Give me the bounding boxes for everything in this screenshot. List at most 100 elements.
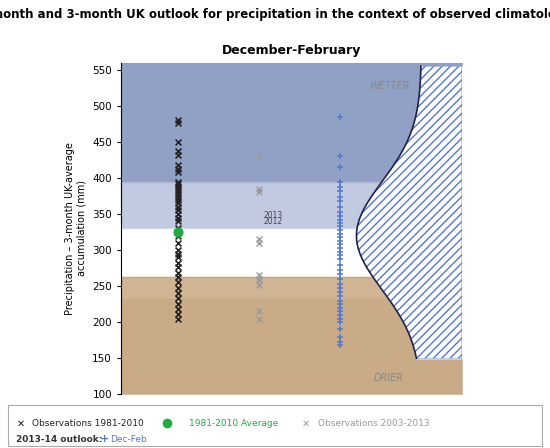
- Point: [336, 219, 345, 226]
- Point: [255, 153, 263, 160]
- Point: [173, 193, 182, 200]
- Point: [173, 169, 182, 176]
- Point: [173, 161, 182, 168]
- Point: [173, 147, 182, 154]
- Text: Observations 2003-2013: Observations 2003-2013: [318, 419, 430, 428]
- Bar: [121, 228, 462, 277]
- Point: [336, 248, 345, 255]
- Y-axis label: Precipitation – 3-month UK-average
accumulation (mm): Precipitation – 3-month UK-average accum…: [65, 142, 87, 315]
- Point: [255, 185, 263, 193]
- Point: [336, 301, 345, 308]
- Point: [173, 239, 182, 246]
- Point: [173, 218, 182, 225]
- Point: [173, 187, 182, 194]
- Point: [173, 178, 182, 185]
- Point: [173, 183, 182, 190]
- Point: [173, 119, 182, 126]
- Point: [336, 237, 345, 244]
- Text: DRIER: DRIER: [374, 374, 404, 383]
- Point: [336, 203, 345, 211]
- Point: [336, 270, 345, 277]
- Point: [336, 338, 345, 345]
- Point: [173, 180, 182, 187]
- Point: [173, 232, 182, 239]
- Point: [173, 250, 182, 257]
- Point: [173, 211, 182, 218]
- Point: [336, 319, 345, 326]
- Point: [173, 151, 182, 159]
- Point: [336, 308, 345, 315]
- Point: [173, 259, 182, 267]
- Point: [336, 164, 345, 171]
- Point: [173, 270, 182, 277]
- Text: 1-month and 3-month UK outlook for precipitation in the context of observed clim: 1-month and 3-month UK outlook for preci…: [0, 8, 550, 21]
- Point: [336, 297, 345, 304]
- Text: +: +: [100, 434, 109, 444]
- Point: [173, 254, 182, 261]
- Text: 2012: 2012: [263, 217, 282, 226]
- FancyBboxPatch shape: [8, 405, 542, 446]
- Point: [336, 226, 345, 233]
- Point: [336, 292, 345, 299]
- Text: 2013: 2013: [263, 211, 282, 220]
- Point: [255, 277, 263, 284]
- Point: [173, 214, 182, 221]
- Point: [173, 301, 182, 308]
- Point: [336, 311, 345, 319]
- Point: [336, 315, 345, 322]
- Point: [336, 261, 345, 268]
- Point: [173, 203, 182, 211]
- Point: [336, 208, 345, 215]
- Point: [336, 342, 345, 349]
- Point: [173, 165, 182, 172]
- Point: [336, 198, 345, 205]
- Point: [173, 306, 182, 313]
- Point: [255, 239, 263, 246]
- Point: [173, 196, 182, 203]
- Point: [173, 228, 182, 236]
- Point: [255, 281, 263, 288]
- Point: [173, 310, 182, 317]
- Point: [255, 276, 263, 283]
- Point: [336, 187, 345, 194]
- Point: [173, 225, 182, 232]
- Text: Dec-Feb: Dec-Feb: [111, 435, 147, 444]
- Point: [173, 274, 182, 281]
- Point: [336, 216, 345, 224]
- Point: [336, 244, 345, 251]
- Point: [336, 194, 345, 201]
- Point: [336, 289, 345, 296]
- Point: [336, 333, 345, 340]
- Point: [173, 190, 182, 198]
- Point: [173, 138, 182, 146]
- Point: [336, 241, 345, 248]
- Text: ✕: ✕: [302, 418, 310, 428]
- Point: [173, 315, 182, 322]
- Point: [336, 233, 345, 241]
- Point: [255, 189, 263, 196]
- Point: [255, 272, 263, 279]
- Point: [255, 236, 263, 243]
- Point: [173, 284, 182, 291]
- Point: [336, 223, 345, 230]
- Point: [336, 284, 345, 291]
- Point: [336, 252, 345, 259]
- Point: [173, 117, 182, 124]
- Title: December-February: December-February: [222, 44, 361, 57]
- Point: [336, 326, 345, 333]
- Point: [336, 304, 345, 311]
- Point: [173, 264, 182, 271]
- Bar: [121, 299, 462, 394]
- Point: [255, 315, 263, 322]
- Point: [336, 113, 345, 121]
- Point: [336, 153, 345, 160]
- Bar: [121, 277, 462, 394]
- Point: [255, 308, 263, 315]
- Point: [173, 246, 182, 254]
- Bar: [121, 181, 462, 228]
- Point: [173, 185, 182, 193]
- Text: ✕: ✕: [16, 418, 24, 428]
- Point: [336, 178, 345, 185]
- Bar: [121, 63, 462, 181]
- Text: Observations 1981-2010: Observations 1981-2010: [32, 419, 144, 428]
